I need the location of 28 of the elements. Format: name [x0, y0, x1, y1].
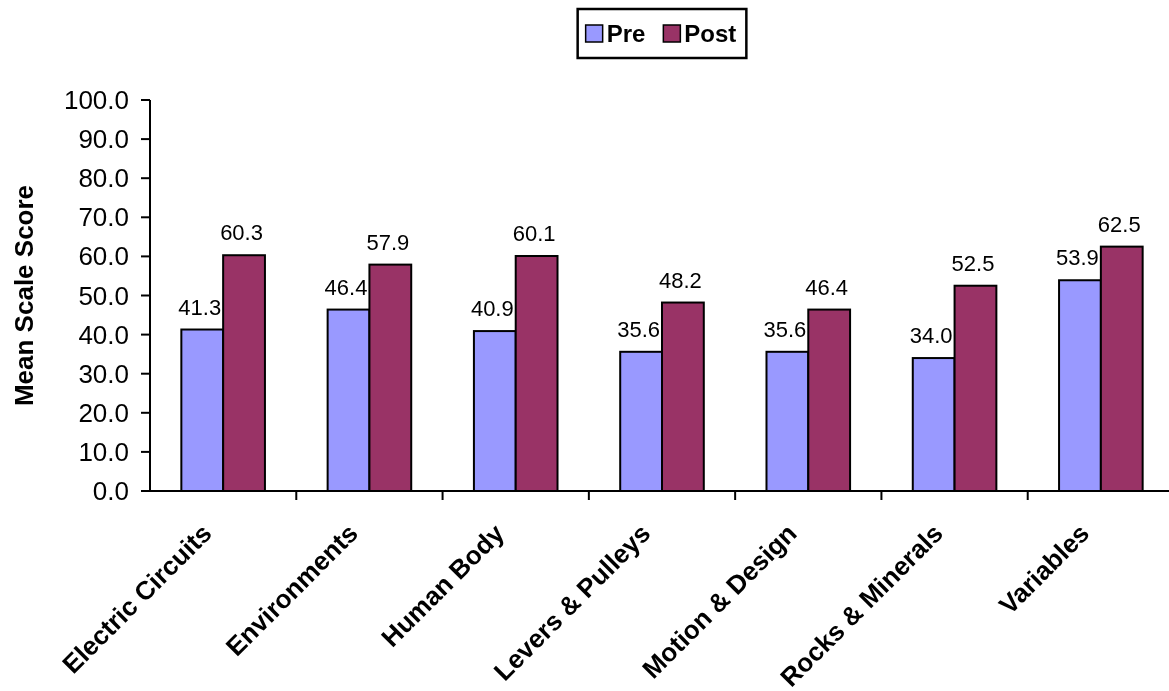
y-tick-label: 50.0	[78, 280, 129, 311]
y-tick-label: 60.0	[78, 241, 129, 272]
data-label: 46.4	[805, 274, 849, 300]
data-label: 41.3	[178, 294, 222, 320]
y-tick-label: 30.0	[78, 358, 129, 389]
y-tick-label: 70.0	[78, 202, 129, 233]
y-axis-title: Mean Scale Score	[9, 184, 39, 407]
y-tick-label: 10.0	[78, 436, 129, 467]
data-label: 35.6	[763, 316, 807, 342]
legend-label: Post	[684, 20, 737, 48]
y-tick-label: 40.0	[78, 319, 129, 350]
data-label: 60.3	[220, 220, 263, 246]
y-tick-label: 80.0	[78, 163, 129, 194]
data-label: 35.6	[617, 316, 661, 342]
data-label: 48.2	[658, 267, 702, 293]
data-label: 34.0	[909, 323, 953, 349]
y-tick-label: 20.0	[78, 397, 129, 428]
data-label: 57.9	[366, 229, 410, 255]
data-label: 40.9	[470, 296, 514, 322]
data-label: 60.1	[512, 221, 556, 247]
y-tick-label: 100.0	[63, 85, 129, 115]
data-label: 53.9	[1056, 245, 1099, 271]
data-label: 46.4	[324, 274, 368, 300]
y-tick-label: 0.0	[92, 476, 129, 506]
y-tick-label: 90.0	[78, 124, 129, 155]
legend-label: Pre	[606, 20, 646, 48]
data-label: 52.5	[951, 250, 995, 276]
data-label: 62.5	[1097, 211, 1141, 237]
